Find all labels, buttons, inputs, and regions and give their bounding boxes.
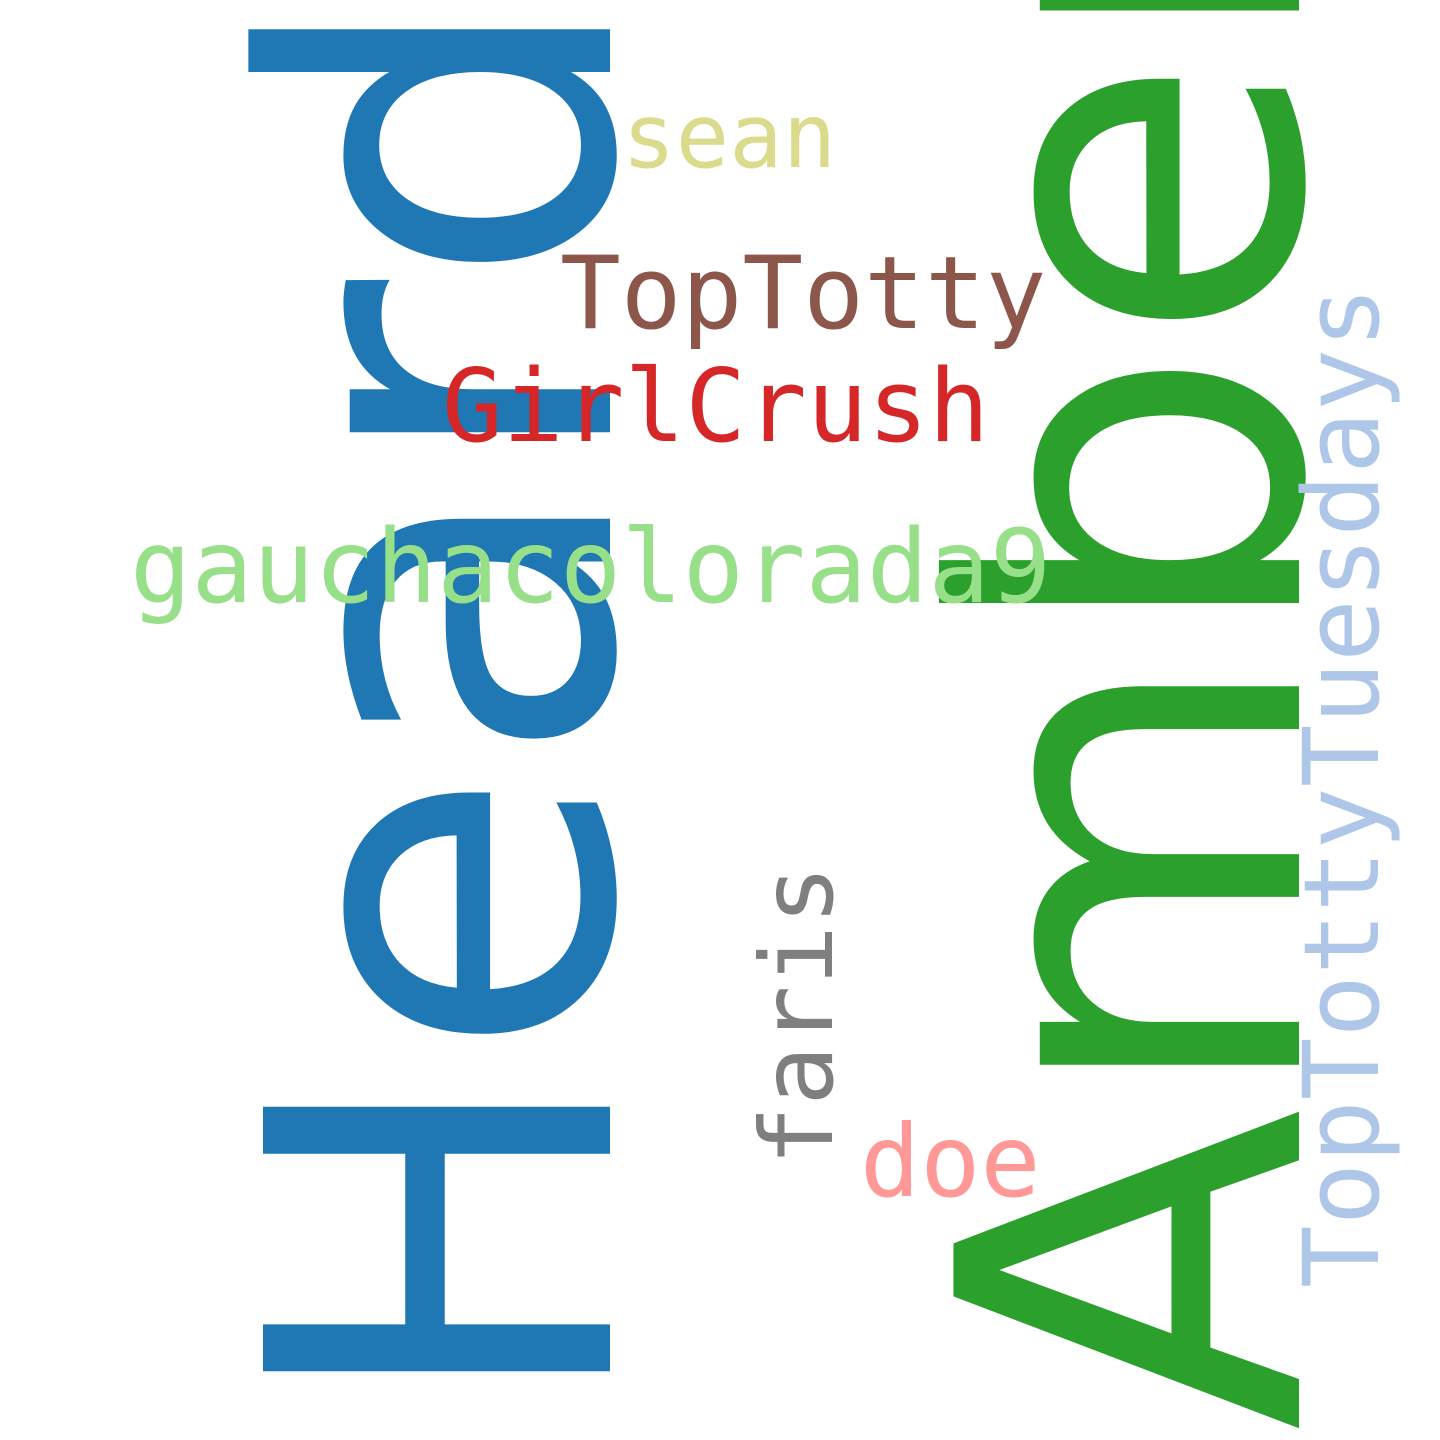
- word-sean: sean: [622, 84, 837, 188]
- word-heard: Heard: [169, 0, 723, 1418]
- word-gauchacolorada9: gauchacolorada9: [130, 508, 1052, 627]
- word-toptottytuesdays: TopTottyTuesdays: [1281, 286, 1403, 1288]
- word-girlcrush: GirlCrush: [442, 347, 990, 465]
- word-faris: faris: [739, 864, 856, 1166]
- word-toptotty: TopTotty: [560, 234, 1047, 352]
- word-doe: doe: [860, 1103, 1041, 1220]
